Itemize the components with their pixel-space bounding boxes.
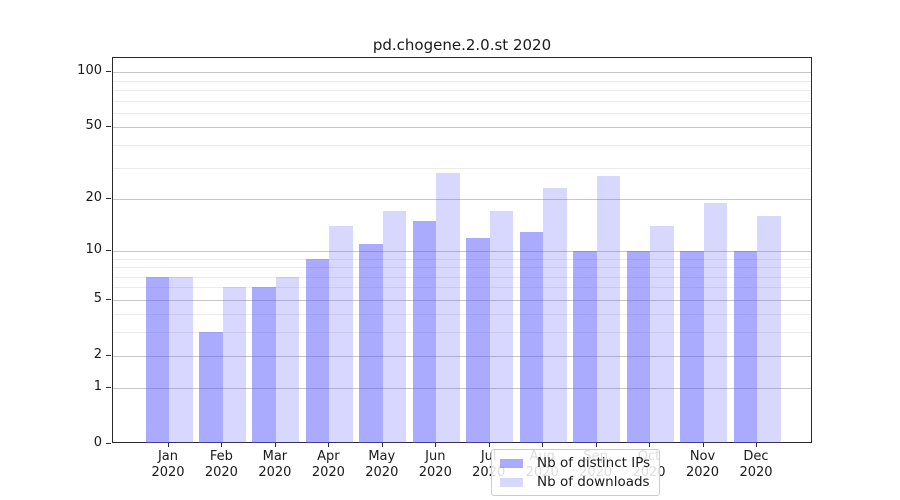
ytick-label-2: 2 bbox=[93, 346, 102, 362]
xtick-mark-sep bbox=[595, 443, 597, 447]
bar-downloads-aug bbox=[543, 188, 567, 443]
chart-title: pd.chogene.2.0.st 2020 bbox=[372, 36, 552, 54]
plot-area: Nb of distinct IPs Nb of downloads bbox=[112, 57, 812, 496]
gridline-40 bbox=[113, 145, 811, 146]
xtick-mark-nov bbox=[702, 443, 704, 447]
bar-distinct-ips-may bbox=[359, 243, 383, 443]
ytick-label-50: 50 bbox=[85, 118, 102, 134]
gridline-3 bbox=[113, 332, 811, 334]
ytick-mark-1 bbox=[106, 387, 111, 389]
bar-downloads-may bbox=[382, 211, 407, 443]
bar-distinct-ips-aug bbox=[519, 231, 544, 443]
xtick-mark-may bbox=[381, 443, 383, 447]
ytick-label-20: 20 bbox=[85, 189, 102, 205]
xtick-label-nov: Nov 2020 bbox=[685, 449, 720, 480]
legend-label-distinct-ips: Nb of distinct IPs bbox=[537, 455, 651, 471]
xtick-mark-mar bbox=[274, 443, 276, 447]
ytick-mark-0 bbox=[106, 443, 111, 444]
gridline-1 bbox=[113, 388, 811, 390]
bar-downloads-sep bbox=[596, 175, 621, 443]
ytick-mark-5 bbox=[106, 298, 111, 300]
ytick-label-1: 1 bbox=[93, 379, 102, 395]
gridline-2 bbox=[113, 355, 811, 357]
gridline-9 bbox=[113, 258, 811, 260]
bar-downloads-jun bbox=[436, 172, 460, 443]
bar-distinct-ips-jan bbox=[145, 276, 169, 443]
gridline-20 bbox=[113, 198, 811, 200]
bar-downloads-oct bbox=[650, 226, 674, 443]
gridline-4 bbox=[113, 314, 811, 316]
gridline-5 bbox=[113, 299, 811, 301]
gridline-90 bbox=[113, 80, 811, 82]
gridline-60 bbox=[113, 113, 811, 114]
gridline-10 bbox=[113, 250, 811, 252]
xtick-mark-aug bbox=[542, 443, 544, 447]
xtick-label-mar: Mar 2020 bbox=[258, 449, 292, 480]
gridline-100 bbox=[113, 72, 811, 74]
bar-distinct-ips-oct bbox=[626, 250, 650, 443]
legend-label-downloads: Nb of downloads bbox=[537, 474, 650, 490]
ytick-mark-20 bbox=[106, 197, 111, 199]
ytick-mark-100 bbox=[106, 71, 111, 73]
xtick-label-may: May 2020 bbox=[365, 449, 399, 480]
xtick-label-jan: Jan 2020 bbox=[151, 449, 185, 480]
ytick-mark-50 bbox=[106, 126, 111, 128]
bar-downloads-mar bbox=[275, 276, 300, 443]
ytick-mark-10 bbox=[106, 249, 111, 251]
xtick-label-apr: Apr 2020 bbox=[311, 449, 345, 480]
bar-downloads-jul bbox=[489, 211, 514, 443]
xtick-mark-oct bbox=[649, 443, 650, 447]
bar-distinct-ips-sep bbox=[573, 250, 597, 443]
bar-distinct-ips-nov bbox=[680, 250, 704, 443]
xtick-label-dec: Dec 2020 bbox=[739, 449, 773, 480]
ytick-mark-2 bbox=[106, 354, 111, 356]
legend-swatch-downloads bbox=[500, 477, 523, 487]
xtick-mark-dec bbox=[756, 443, 757, 447]
gridline-8 bbox=[113, 267, 811, 269]
bar-distinct-ips-mar bbox=[252, 287, 276, 443]
bar-downloads-apr bbox=[329, 226, 353, 443]
ytick-label-100: 100 bbox=[77, 63, 102, 79]
ytick-label-5: 5 bbox=[93, 290, 102, 306]
legend-item-distinct-ips: Nb of distinct IPs bbox=[500, 455, 650, 471]
xtick-mark-apr bbox=[328, 443, 330, 447]
ytick-label-0: 0 bbox=[93, 435, 102, 450]
gridline-70 bbox=[113, 100, 811, 102]
bar-distinct-ips-dec bbox=[733, 250, 757, 443]
bar-downloads-nov bbox=[703, 202, 727, 443]
ytick-label-10: 10 bbox=[85, 241, 102, 257]
gridline-7 bbox=[113, 276, 811, 278]
xtick-mark-jun bbox=[435, 443, 437, 447]
bar-distinct-ips-apr bbox=[305, 258, 330, 443]
legend: Nb of distinct IPs Nb of downloads bbox=[491, 449, 661, 496]
bar-downloads-feb bbox=[222, 287, 246, 443]
bar-distinct-ips-feb bbox=[199, 332, 223, 443]
bar-distinct-ips-jun bbox=[412, 220, 437, 443]
bar-distinct-ips-jul bbox=[466, 237, 490, 443]
bar-downloads-dec bbox=[757, 215, 781, 443]
xtick-mark-jul bbox=[488, 443, 490, 447]
xtick-label-feb: Feb 2020 bbox=[204, 449, 238, 480]
gridline-6 bbox=[113, 287, 811, 289]
xtick-mark-jan bbox=[168, 443, 169, 447]
xtick-mark-feb bbox=[221, 443, 223, 447]
legend-item-downloads: Nb of downloads bbox=[500, 474, 650, 490]
bar-downloads-jan bbox=[169, 276, 193, 443]
gridline-50 bbox=[113, 127, 811, 129]
gridline-80 bbox=[113, 90, 811, 92]
legend-swatch-distinct-ips bbox=[500, 458, 523, 468]
gridline-30 bbox=[113, 167, 811, 169]
xtick-label-jun: Jun 2020 bbox=[418, 449, 452, 480]
